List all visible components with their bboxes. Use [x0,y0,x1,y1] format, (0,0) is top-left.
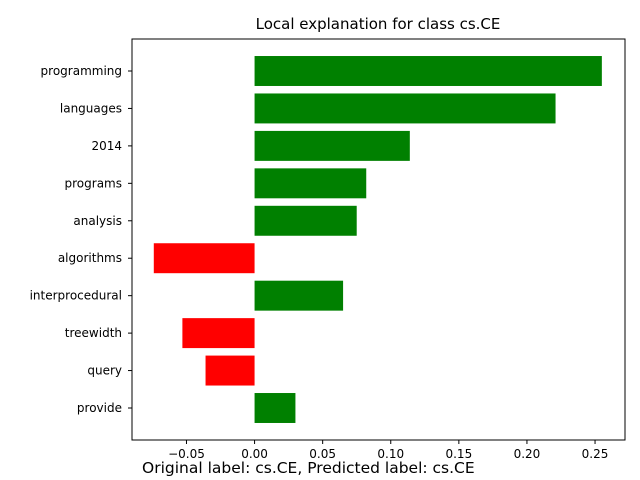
x-tick-label: 0.25 [582,447,609,461]
y-tick-label: programs [65,176,122,190]
bar-algorithms [153,243,255,274]
y-tick-label: programming [41,64,122,78]
y-tick-label: algorithms [58,251,122,265]
y-tick-label: 2014 [91,139,122,153]
y-axis-ticks: programming languages 2014 programs analysis… [30,64,132,415]
bar-2014 [254,130,410,161]
bar-treewidth [182,318,255,349]
bar-languages [254,93,556,124]
y-tick-label: query [87,364,122,378]
bar-provide [254,393,296,423]
label-caption: Original label: cs.CE, Predicted label: … [142,459,475,477]
y-tick-label: interprocedural [30,289,122,303]
x-tick-label: 0.00 [241,447,268,461]
bar-programs [254,168,367,199]
plot-frame [131,38,626,441]
y-tick-label: analysis [73,214,122,228]
y-tick-label: provide [77,401,122,415]
bar-interprocedural [254,280,344,311]
bar-programming [254,56,602,86]
x-tick-label: 0.10 [377,447,404,461]
bar-query [205,355,255,386]
x-tick-label: 0.05 [309,447,336,461]
x-tick-label: 0.20 [514,447,541,461]
x-axis-ticks: −0.05 0.00 0.05 0.10 0.15 0.20 0.25 [168,440,608,461]
bars-group [153,56,602,423]
y-tick-label: languages [60,101,122,115]
x-tick-label: 0.15 [445,447,472,461]
bar-analysis [254,205,357,236]
x-tick-label: −0.05 [168,447,205,461]
y-tick-label: treewidth [65,326,122,340]
chart-title: Local explanation for class cs.CE [256,15,501,33]
